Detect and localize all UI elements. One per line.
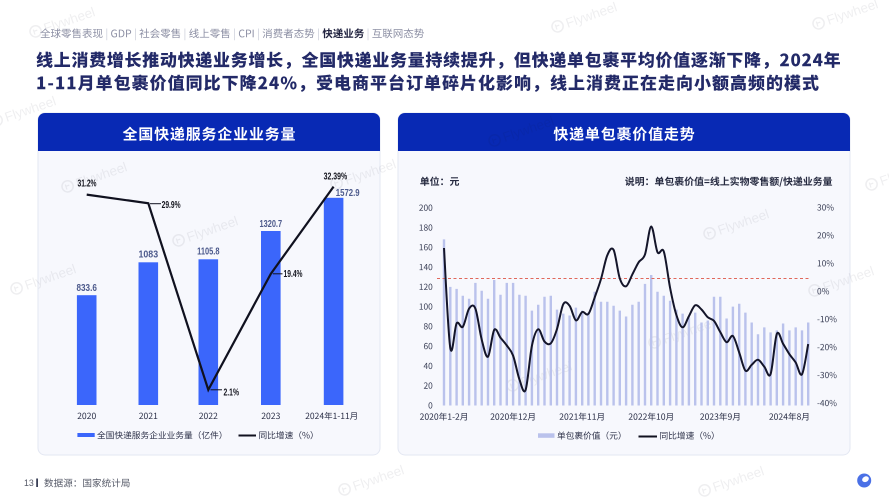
svg-text:32.39%: 32.39% [324, 172, 348, 183]
svg-text:13: 13 [24, 478, 34, 488]
svg-text:2.1%: 2.1% [224, 387, 240, 398]
svg-text:1105.8: 1105.8 [197, 247, 220, 258]
svg-text:1083: 1083 [139, 249, 159, 260]
svg-text:31.2%: 31.2% [78, 179, 97, 190]
svg-text:1572.9: 1572.9 [336, 188, 360, 199]
svg-text:19.4%: 19.4% [284, 269, 303, 280]
svg-text:29.9%: 29.9% [162, 200, 181, 211]
svg-text:833.6: 833.6 [77, 283, 98, 294]
svg-text:Flywheel: Flywheel [878, 157, 889, 189]
svg-text:1320.7: 1320.7 [260, 219, 283, 230]
